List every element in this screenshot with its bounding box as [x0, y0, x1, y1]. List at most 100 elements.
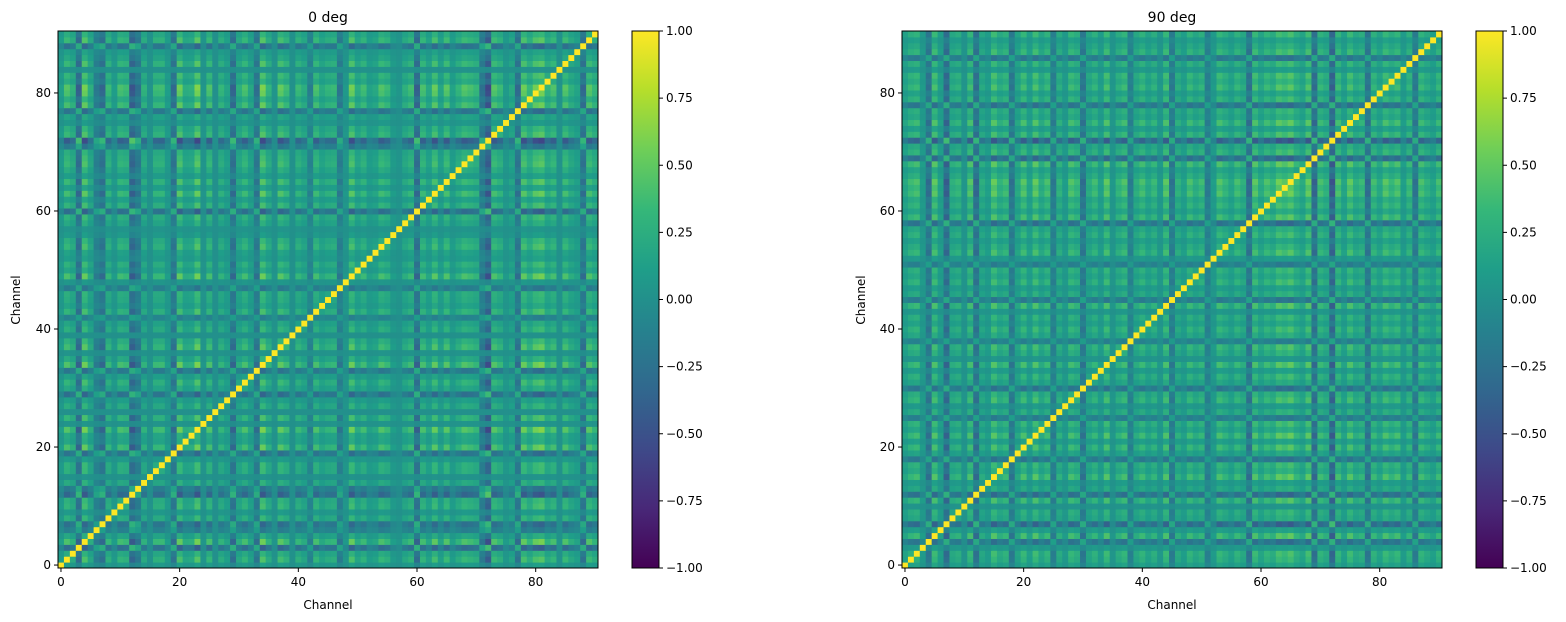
heatmap-cell	[336, 426, 344, 433]
heatmap-cell	[568, 538, 575, 545]
heatmap-cell	[319, 514, 326, 522]
heatmap-cell	[271, 290, 279, 298]
heatmap-cell	[514, 355, 522, 362]
heatmap-cell	[87, 520, 95, 528]
heatmap-cell	[307, 550, 314, 557]
heatmap-cell	[336, 343, 344, 351]
heatmap-cell	[93, 426, 101, 433]
heatmap-cell	[485, 491, 492, 498]
heatmap-cell	[348, 396, 356, 404]
heatmap-cell	[342, 544, 350, 551]
heatmap-cell	[241, 361, 249, 368]
heatmap-cell	[194, 414, 201, 421]
heatmap-cell	[69, 491, 77, 498]
heatmap-cell	[455, 355, 463, 362]
heatmap-cell	[283, 402, 290, 410]
heatmap-cell	[81, 402, 89, 410]
heatmap-cell	[176, 473, 184, 480]
heatmap-cell	[544, 455, 552, 463]
heatmap-cell	[81, 432, 89, 439]
heatmap-cell	[259, 420, 267, 427]
heatmap-cell	[230, 508, 237, 516]
heatmap-cell	[277, 455, 284, 463]
heatmap-cell	[325, 331, 332, 339]
heatmap-cell	[402, 438, 409, 445]
heatmap-cell	[467, 320, 474, 327]
heatmap-cell	[336, 414, 344, 421]
heatmap-cell	[194, 508, 201, 516]
heatmap-cell	[212, 491, 219, 498]
heatmap-cell	[574, 485, 581, 492]
heatmap-cell	[544, 426, 552, 433]
heatmap-cell	[431, 267, 439, 274]
heatmap-cell	[158, 479, 166, 486]
heatmap-cell	[514, 544, 522, 551]
heatmap-cell	[390, 249, 397, 256]
heatmap-cell	[301, 491, 308, 498]
heatmap-cell	[81, 438, 89, 445]
heatmap-cell	[455, 373, 463, 380]
heatmap-cell	[313, 326, 320, 333]
heatmap-cell	[164, 373, 172, 380]
heatmap-cell	[491, 503, 498, 510]
heatmap-cell	[87, 361, 95, 368]
heatmap-cell	[289, 296, 296, 303]
heatmap-cell	[390, 556, 397, 563]
heatmap-cell	[408, 272, 415, 280]
heatmap-cell	[135, 550, 142, 557]
heatmap-cell	[164, 479, 172, 486]
heatmap-cell	[348, 249, 356, 256]
heatmap-cell	[592, 373, 599, 380]
heatmap-cell	[188, 390, 195, 398]
heatmap-cell	[99, 426, 106, 433]
heatmap-cell	[247, 284, 255, 292]
heatmap-cell	[200, 326, 207, 333]
heatmap-cell	[485, 455, 492, 463]
heatmap-cell	[473, 432, 480, 439]
heatmap-cell	[372, 438, 379, 445]
heatmap-cell	[449, 267, 457, 274]
heatmap-cell	[58, 420, 65, 427]
heatmap-cell	[241, 408, 249, 416]
heatmap-cell	[342, 326, 350, 333]
heatmap-cell	[396, 508, 403, 516]
heatmap-cell	[253, 461, 261, 469]
heatmap-cell	[562, 438, 569, 445]
heatmap-cell	[129, 396, 136, 404]
heatmap-cell	[170, 255, 178, 262]
heatmap-cell	[390, 296, 397, 303]
heatmap-cell	[425, 426, 433, 433]
heatmap-cell	[212, 284, 219, 292]
heatmap-cell	[259, 402, 267, 410]
heatmap-cell	[508, 526, 516, 534]
heatmap-cell	[289, 503, 296, 510]
heatmap-cell	[449, 349, 457, 357]
heatmap-cell	[491, 491, 498, 498]
heatmap-cell	[188, 349, 195, 357]
heatmap-cell	[241, 343, 249, 351]
heatmap-cell	[182, 444, 190, 451]
heatmap-cell	[449, 379, 457, 386]
heatmap-cell	[230, 520, 237, 528]
heatmap-cell	[218, 243, 225, 250]
heatmap-cell	[425, 249, 433, 256]
heatmap-cell	[277, 390, 284, 398]
heatmap-cell	[253, 308, 261, 315]
heatmap-cell	[141, 261, 148, 268]
heatmap-cell	[141, 308, 148, 315]
heatmap-cell	[307, 491, 314, 498]
heatmap-cell	[503, 479, 510, 486]
heatmap-cell	[366, 396, 373, 404]
heatmap-cell	[354, 467, 362, 475]
heatmap-cell	[176, 550, 184, 557]
heatmap-cell	[592, 261, 599, 268]
heatmap-cell	[503, 420, 510, 427]
heatmap-cell	[247, 302, 255, 309]
heatmap-cell	[218, 473, 225, 480]
heatmap-cell	[586, 290, 593, 298]
heatmap-cell	[206, 497, 213, 504]
heatmap-cell	[164, 520, 172, 528]
heatmap-cell	[224, 343, 231, 351]
heatmap-cell	[236, 326, 243, 333]
heatmap-cell	[479, 503, 486, 510]
